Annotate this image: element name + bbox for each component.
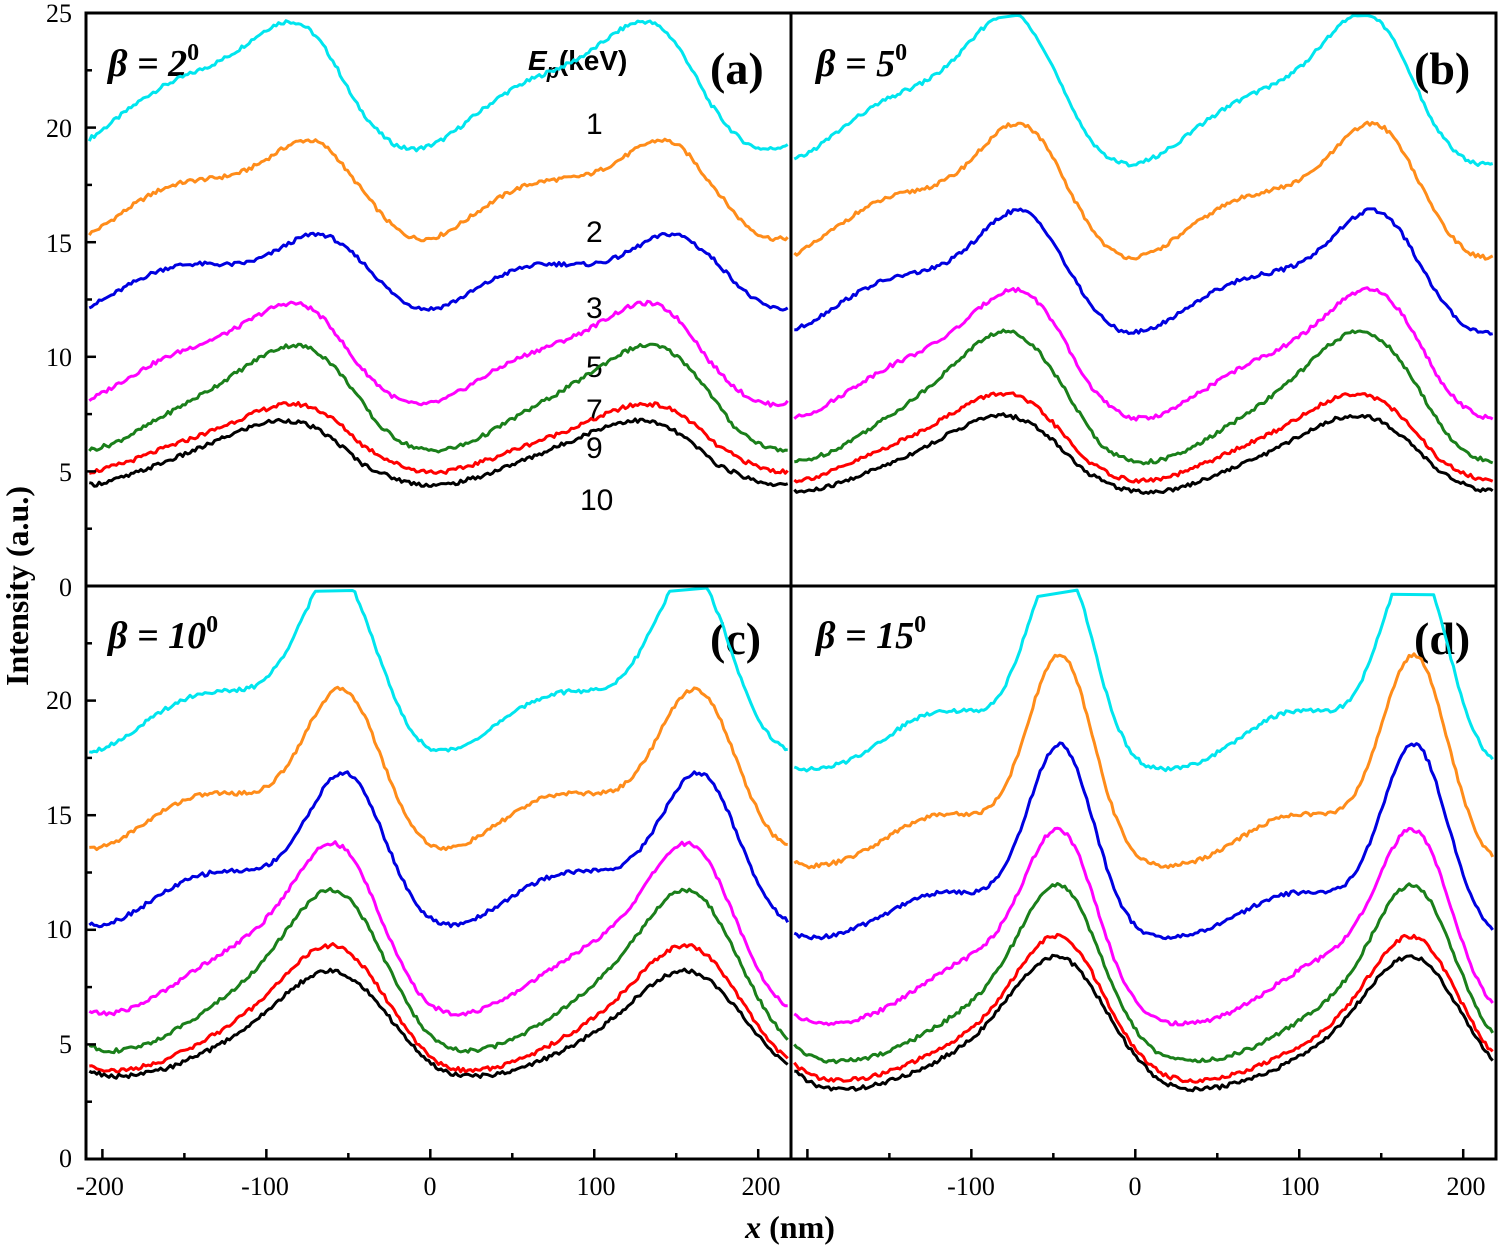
ytick-bottom-15: 15	[46, 801, 72, 830]
legend-title-unit: (keV)	[559, 45, 627, 76]
curve-d-ep-2	[793, 652, 1495, 870]
curve-d-ep-9	[793, 932, 1494, 1084]
panel-label-b: (b)	[1414, 43, 1470, 94]
curve-d-ep-7	[793, 882, 1495, 1065]
beta-d: β = 150	[814, 612, 926, 657]
ytick-bottom-0: 0	[59, 1144, 72, 1173]
ytick-bottom-10: 10	[46, 915, 72, 944]
curve-b-ep-10	[793, 412, 1494, 495]
curve-b-ep-2	[793, 120, 1494, 261]
curves-layer	[87, 14, 1495, 1093]
curve-b-ep-3	[794, 207, 1494, 336]
ytick-top-10: 10	[46, 343, 72, 372]
xtick-left-0: 0	[424, 1172, 437, 1201]
xtick-left--100: -100	[241, 1172, 289, 1201]
series-label-1: 1	[586, 108, 603, 141]
curve-d-ep-3	[793, 741, 1494, 941]
curve-d-ep-1	[793, 588, 1494, 773]
curve-b-ep-5	[793, 286, 1494, 422]
panel-label-c: (c)	[710, 613, 761, 664]
curve-a-ep-7	[88, 342, 788, 454]
y-axis-title: Intensity (a.u.)	[0, 486, 35, 686]
series-label-10: 10	[580, 484, 613, 517]
curve-c-ep-1	[89, 586, 788, 754]
curve-a-ep-5	[88, 299, 789, 408]
xtick-left-100: 100	[577, 1172, 616, 1201]
ytick-top-20: 20	[46, 114, 72, 143]
series-label-3: 3	[586, 292, 603, 325]
curve-d-ep-5	[793, 826, 1494, 1027]
x-axis-var: x	[744, 1209, 761, 1245]
curve-c-ep-2	[89, 685, 788, 852]
series-label-5: 5	[586, 351, 603, 384]
ytick-top-0: 0	[59, 573, 72, 602]
x-axis-title: x (nm)	[744, 1209, 835, 1245]
curve-c-ep-5	[88, 840, 788, 1017]
beta-c: β = 100	[106, 612, 218, 657]
series-label-2: 2	[586, 216, 603, 249]
panel-label-a: (a)	[710, 43, 764, 94]
curve-a-ep-9	[88, 401, 789, 475]
xtick-right-0: 0	[1129, 1172, 1142, 1201]
ytick-top-25: 25	[46, 0, 72, 28]
beta-a: β = 20	[106, 40, 199, 85]
ytick-bottom-20: 20	[46, 686, 72, 715]
curve-a-ep-3	[88, 231, 789, 312]
curve-d-ep-10	[794, 953, 1494, 1093]
xtick-left-200: 200	[742, 1172, 781, 1201]
curve-c-ep-3	[88, 770, 790, 929]
xtick-right-100: 100	[1281, 1172, 1320, 1201]
curve-a-ep-10	[88, 417, 789, 488]
curve-b-ep-7	[794, 328, 1494, 466]
beta-b: β = 50	[814, 40, 907, 85]
series-label-9: 9	[586, 432, 603, 465]
curve-b-ep-9	[793, 391, 1494, 484]
legend-title: Ep(keV)	[528, 45, 627, 83]
xtick-right--100: -100	[947, 1172, 995, 1201]
ytick-bottom-5: 5	[59, 1030, 72, 1059]
curve-a-ep-2	[88, 137, 789, 243]
curve-b-ep-1	[793, 14, 1494, 168]
ytick-top-5: 5	[59, 458, 72, 487]
ytick-top-15: 15	[46, 229, 72, 258]
xtick-left--200: -200	[76, 1172, 124, 1201]
curve-a-ep-1	[87, 19, 789, 153]
curve-c-ep-7	[88, 886, 789, 1055]
xtick-right-200: 200	[1447, 1172, 1486, 1201]
x-axis-unit: (nm)	[761, 1209, 835, 1245]
curve-c-ep-9	[89, 942, 789, 1074]
legend-title-main: E	[528, 45, 548, 76]
curve-c-ep-10	[88, 967, 789, 1080]
